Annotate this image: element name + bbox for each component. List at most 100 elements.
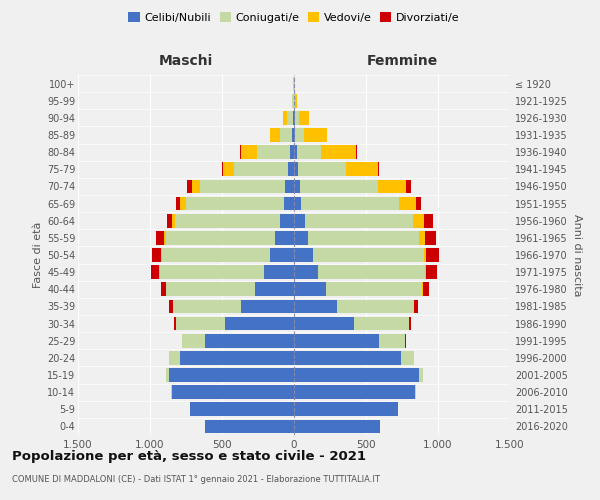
Bar — [175, 214, 280, 228]
Bar — [294, 282, 326, 296]
Bar — [280, 214, 294, 228]
Bar — [298, 162, 346, 176]
Bar — [401, 351, 413, 364]
Bar — [288, 162, 294, 176]
Bar — [313, 248, 424, 262]
Bar — [413, 300, 418, 314]
Bar — [223, 162, 233, 176]
Bar — [176, 196, 180, 210]
Bar — [161, 248, 269, 262]
Bar — [269, 248, 294, 262]
Bar — [299, 111, 309, 124]
Y-axis label: Fasce di età: Fasce di età — [32, 222, 43, 288]
Bar — [292, 94, 293, 108]
Bar — [427, 266, 437, 279]
Bar — [205, 420, 294, 434]
Bar — [241, 146, 257, 159]
Bar — [294, 316, 355, 330]
Bar — [166, 231, 275, 244]
Bar — [294, 266, 319, 279]
Bar — [377, 180, 406, 194]
Text: Femmine: Femmine — [367, 54, 437, 68]
Bar — [187, 180, 192, 194]
Y-axis label: Anni di nascita: Anni di nascita — [572, 214, 582, 296]
Bar — [172, 386, 294, 399]
Bar — [308, 231, 419, 244]
Bar — [151, 266, 160, 279]
Bar — [200, 180, 286, 194]
Bar — [294, 196, 301, 210]
Bar — [295, 111, 299, 124]
Bar — [293, 111, 294, 124]
Bar — [287, 111, 293, 124]
Bar — [264, 266, 294, 279]
Bar — [424, 214, 433, 228]
Text: COMUNE DI MADDALONI (CE) - Dati ISTAT 1° gennaio 2021 - Elaborazione TUTTITALIA.: COMUNE DI MADDALONI (CE) - Dati ISTAT 1°… — [12, 475, 380, 484]
Bar — [166, 282, 255, 296]
Bar — [283, 111, 287, 124]
Bar — [173, 300, 241, 314]
Bar — [295, 94, 298, 108]
Bar — [419, 368, 423, 382]
Bar — [167, 214, 172, 228]
Bar — [240, 146, 241, 159]
Bar — [297, 146, 322, 159]
Bar — [294, 180, 300, 194]
Bar — [294, 214, 305, 228]
Bar — [419, 231, 425, 244]
Bar — [176, 316, 225, 330]
Bar — [241, 300, 294, 314]
Bar — [355, 316, 409, 330]
Bar — [337, 300, 413, 314]
Bar — [157, 231, 164, 244]
Bar — [425, 266, 427, 279]
Bar — [379, 334, 405, 347]
Bar — [169, 368, 294, 382]
Bar — [294, 402, 398, 416]
Bar — [346, 162, 377, 176]
Bar — [405, 334, 406, 347]
Bar — [186, 196, 284, 210]
Bar — [427, 248, 439, 262]
Bar — [205, 334, 294, 347]
Bar — [190, 402, 294, 416]
Bar — [294, 351, 401, 364]
Bar — [413, 214, 424, 228]
Legend: Celibi/Nubili, Coniugati/e, Vedovi/e, Divorziati/e: Celibi/Nubili, Coniugati/e, Vedovi/e, Di… — [124, 8, 464, 28]
Bar — [294, 146, 297, 159]
Bar — [182, 334, 205, 347]
Bar — [294, 334, 379, 347]
Bar — [294, 248, 313, 262]
Bar — [424, 248, 427, 262]
Bar — [172, 214, 175, 228]
Bar — [300, 180, 377, 194]
Bar — [233, 162, 288, 176]
Bar — [422, 282, 423, 296]
Bar — [174, 316, 176, 330]
Bar — [171, 386, 172, 399]
Bar — [255, 282, 294, 296]
Bar — [290, 146, 294, 159]
Bar — [301, 196, 399, 210]
Bar — [284, 196, 294, 210]
Bar — [416, 196, 421, 210]
Bar — [294, 368, 419, 382]
Bar — [270, 128, 280, 142]
Bar — [294, 111, 295, 124]
Bar — [377, 162, 379, 176]
Bar — [294, 162, 298, 176]
Bar — [406, 180, 410, 194]
Bar — [222, 162, 223, 176]
Text: Maschi: Maschi — [159, 54, 213, 68]
Bar — [294, 386, 415, 399]
Bar — [169, 351, 180, 364]
Bar — [423, 282, 430, 296]
Bar — [294, 420, 380, 434]
Bar — [294, 128, 295, 142]
Bar — [294, 300, 337, 314]
Bar — [225, 316, 294, 330]
Bar — [415, 386, 416, 399]
Bar — [161, 282, 166, 296]
Bar — [152, 248, 161, 262]
Bar — [160, 266, 264, 279]
